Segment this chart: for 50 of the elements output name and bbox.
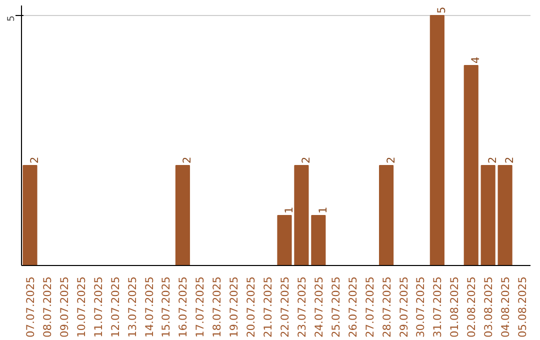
data-label: 2: [503, 156, 516, 164]
x-tick-label: 31.07.2025: [431, 276, 444, 338]
x-tick-label: 05.08.2025: [516, 276, 530, 338]
bar: [430, 15, 444, 266]
x-tick-label: 09.07.2025: [58, 276, 71, 338]
x-tick-label: 03.08.2025: [482, 276, 496, 338]
bar: [294, 165, 309, 266]
data-label: 1: [282, 206, 296, 214]
data-label: 2: [180, 156, 194, 164]
bar: [175, 165, 190, 266]
bar: [498, 165, 512, 266]
x-tick-label: 26.07.2025: [346, 276, 360, 338]
x-tick-label: 07.07.2025: [24, 276, 37, 338]
bar: [22, 165, 38, 266]
x-tick-label: 11.07.2025: [92, 276, 105, 338]
bar: [464, 65, 478, 266]
x-tick-label: 15.07.2025: [160, 276, 173, 338]
bar: [311, 215, 326, 266]
x-tick-label: 22.07.2025: [278, 276, 292, 338]
data-label: 2: [384, 156, 398, 164]
x-tick-label: 27.07.2025: [363, 276, 376, 338]
x-tick-label: 01.08.2025: [448, 276, 462, 338]
data-label: 5: [435, 6, 448, 14]
x-tick-label: 29.07.2025: [397, 276, 410, 338]
x-tick-label: 12.07.2025: [108, 276, 122, 338]
x-tick-label: 10.07.2025: [74, 276, 88, 338]
x-tick-label: 28.07.2025: [380, 276, 394, 338]
data-label: 2: [28, 156, 41, 164]
x-tick-label: 02.08.2025: [465, 276, 478, 338]
x-tick-label: 21.07.2025: [262, 276, 275, 338]
x-tick-label: 18.07.2025: [210, 276, 224, 338]
x-tick-label: 23.07.2025: [295, 276, 308, 338]
x-tick-label: 17.07.2025: [194, 276, 207, 338]
x-tick-label: 13.07.2025: [126, 276, 139, 338]
x-tick-label: 25.07.2025: [329, 276, 342, 338]
x-tick-label: 19.07.2025: [228, 276, 241, 338]
data-label: 1: [316, 206, 330, 214]
bar: [378, 165, 394, 266]
data-label: 4: [469, 56, 482, 64]
x-tick-label: 16.07.2025: [176, 276, 190, 338]
x-tick-label: 14.07.2025: [142, 276, 156, 338]
data-label: 2: [299, 156, 312, 164]
x-tick-label: 20.07.2025: [244, 276, 258, 338]
x-tick-label: 04.08.2025: [499, 276, 512, 338]
bar: [277, 215, 292, 266]
x-tick-label: 24.07.2025: [312, 276, 326, 338]
data-label: 2: [486, 156, 500, 164]
x-tick-label: 08.07.2025: [40, 276, 54, 338]
bar: [480, 165, 496, 266]
x-tick-label: 30.07.2025: [414, 276, 428, 338]
